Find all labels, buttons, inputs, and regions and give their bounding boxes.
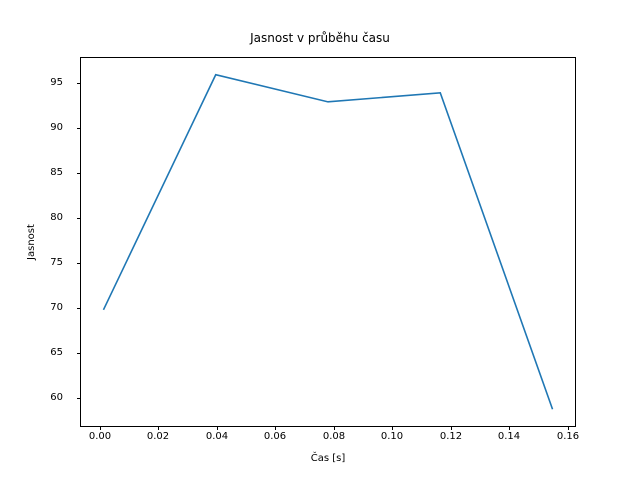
xtick-label: 0.04 — [205, 431, 229, 442]
xtick-mark — [334, 426, 335, 430]
ytick-label: 65 — [50, 347, 63, 358]
ytick-label: 75 — [50, 257, 63, 268]
xtick-mark — [100, 426, 101, 430]
ytick-label: 95 — [50, 77, 63, 88]
ytick-mark — [76, 353, 80, 354]
x-axis-label: Čas [s] — [310, 453, 346, 464]
xtick-label: 0.16 — [556, 431, 580, 442]
xtick-label: 0.14 — [497, 431, 521, 442]
xtick-label: 0.06 — [263, 431, 287, 442]
ytick-mark — [76, 218, 80, 219]
ytick-mark — [76, 173, 80, 174]
y-axis-label: Jasnost — [26, 224, 37, 260]
ytick-mark — [76, 128, 80, 129]
ytick-mark — [76, 308, 80, 309]
xtick-label: 0.02 — [146, 431, 170, 442]
xtick-mark — [158, 426, 159, 430]
ytick-label: 85 — [50, 167, 63, 178]
plot-area — [80, 57, 576, 427]
ytick-label: 80 — [50, 212, 63, 223]
xtick-mark — [392, 426, 393, 430]
line-plot-svg — [102, 73, 554, 410]
xtick-mark — [568, 426, 569, 430]
ytick-label: 90 — [50, 122, 63, 133]
xtick-mark — [509, 426, 510, 430]
xtick-label: 0.00 — [88, 431, 112, 442]
xtick-label: 0.08 — [322, 431, 346, 442]
chart-title: Jasnost v průběhu času — [250, 31, 390, 45]
xtick-mark — [217, 426, 218, 430]
ytick-mark — [76, 83, 80, 84]
ytick-label: 60 — [50, 392, 63, 403]
ytick-mark — [76, 263, 80, 264]
xtick-label: 0.10 — [380, 431, 404, 442]
data-series-line — [102, 73, 554, 410]
xtick-label: 0.12 — [439, 431, 463, 442]
ytick-label: 70 — [50, 302, 63, 313]
xtick-mark — [275, 426, 276, 430]
ytick-mark — [76, 398, 80, 399]
xtick-mark — [451, 426, 452, 430]
